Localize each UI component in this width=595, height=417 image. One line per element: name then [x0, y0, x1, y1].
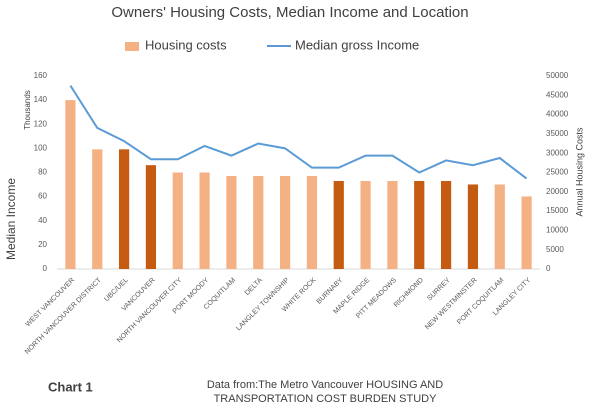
y2-tick-label: 20000: [546, 187, 569, 196]
bar: [145, 165, 157, 269]
bar: [172, 172, 183, 269]
x-tick-label: LANGLEY TOWNSHIP: [235, 277, 291, 333]
y2-tick-label: 25000: [546, 168, 569, 177]
y-axis-unit: Thousands: [23, 90, 32, 130]
y2-tick-label: 15000: [546, 206, 569, 215]
bar: [494, 184, 505, 269]
bar: [306, 175, 318, 269]
y2-tick-label: 45000: [546, 90, 569, 99]
x-tick-label: UBC/UEL: [103, 277, 129, 303]
x-tick-label: NEW WESTMINSTER: [424, 277, 478, 331]
y2-axis-label: Annual Housing Costs: [574, 127, 584, 217]
bar: [92, 149, 103, 269]
x-tick-label: BURNABY: [316, 277, 345, 306]
x-tick-label: SURREY: [426, 277, 452, 303]
y2-tick-label: 10000: [546, 226, 569, 235]
legend-label: Housing costs: [145, 37, 227, 52]
y2-tick-label: 50000: [546, 71, 569, 80]
bar: [333, 180, 344, 269]
x-tick-label: DELTA: [244, 277, 264, 297]
caption: Chart 1: [48, 379, 93, 394]
bar: [521, 196, 532, 269]
y2-tick-label: 40000: [546, 110, 569, 119]
bar: [414, 180, 425, 269]
bar: [65, 100, 76, 269]
y2-tick-label: 30000: [546, 148, 569, 157]
y-tick-label: 140: [34, 95, 48, 104]
bar: [360, 180, 371, 269]
legend-label: Median gross Income: [295, 37, 419, 52]
bar: [199, 172, 210, 269]
chart-title: Owners' Housing Costs, Median Income and…: [111, 4, 468, 21]
bar: [279, 175, 291, 269]
source-box: Data from:The Metro Vancouver HOUSING AN…: [206, 379, 444, 405]
legend-swatch: [125, 42, 139, 51]
y-axis-label: Median Income: [4, 178, 18, 260]
y2-tick-label: 35000: [546, 129, 569, 138]
bar: [118, 149, 130, 269]
x-tick-label: PORT COQUITLAM: [456, 277, 505, 326]
y2-tick-label: 0: [546, 264, 551, 273]
bar: [440, 180, 452, 269]
y-tick-label: 40: [38, 216, 47, 225]
bar: [253, 175, 264, 269]
bar: [467, 184, 479, 269]
y-tick-label: 100: [34, 143, 48, 152]
source: Data from:The Metro Vancouver HOUSING AN…: [206, 379, 444, 405]
line: [69, 85, 528, 180]
bar: [226, 175, 237, 269]
y-tick-label: 160: [34, 71, 48, 80]
y-tick-label: 120: [34, 119, 48, 128]
bar: [387, 180, 398, 269]
y-tick-label: 0: [43, 264, 48, 273]
x-tick-label: WEST VANCOUVER: [25, 277, 77, 329]
y-tick-label: 80: [38, 168, 47, 177]
y-tick-label: 60: [38, 192, 47, 201]
y-tick-label: 20: [38, 240, 47, 249]
y2-tick-label: 5000: [546, 245, 564, 254]
